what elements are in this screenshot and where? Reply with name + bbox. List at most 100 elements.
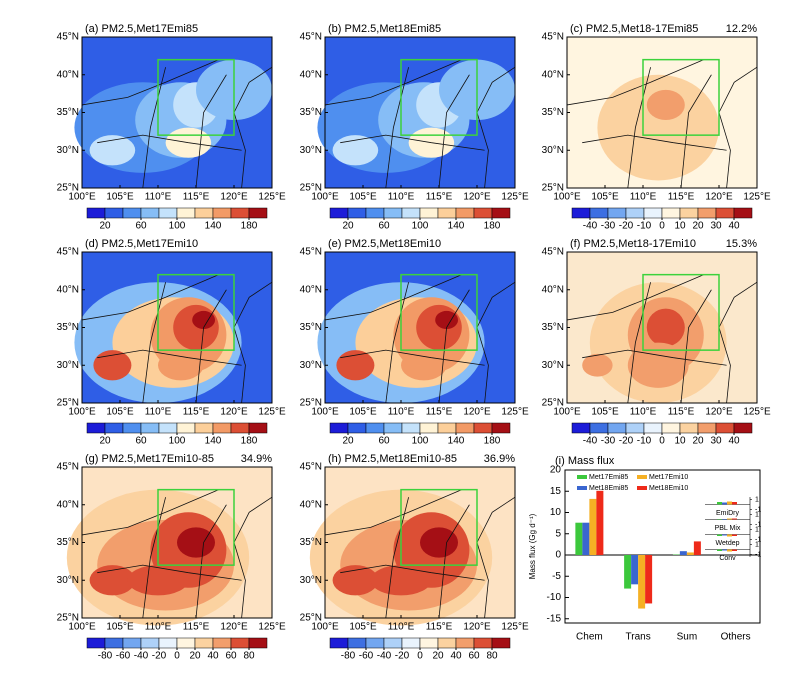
inset-bar (717, 519, 722, 520)
colorbar-cell (348, 423, 366, 433)
y-axis-label: Mass flux (Gg d⁻¹) (528, 513, 537, 579)
colorbar-cell (231, 208, 249, 218)
inset-bar (717, 502, 722, 505)
legend-label: Met18Emi10 (649, 485, 688, 492)
x-tick-label: 105°E (349, 407, 377, 418)
y-tick-label: -5 (552, 571, 561, 582)
x-tick-label: 115°E (183, 192, 210, 203)
colorbar-cell (87, 638, 105, 648)
colorbar-label: 140 (205, 436, 222, 447)
legend-label: Met17Emi85 (589, 474, 628, 481)
x-tick-label: 105°E (106, 192, 134, 203)
inset-bar (717, 550, 722, 552)
y-tick-label: 45°N (57, 462, 79, 473)
colorbar-label: 0 (659, 436, 665, 447)
inset-label: EmiDry (716, 510, 739, 517)
colorbar-cell (249, 423, 267, 433)
colorbar-cell (330, 423, 348, 433)
colorbar-label: 180 (484, 436, 501, 447)
x-tick-label: 120°E (463, 622, 491, 633)
concentration-area (158, 350, 204, 380)
y-tick-label: 35°N (542, 107, 564, 118)
colorbar-label: 20 (342, 221, 354, 232)
colorbar-cell (141, 208, 159, 218)
colorbar-cell (608, 423, 626, 433)
colorbar-cell (662, 208, 680, 218)
colorbar-cell (456, 208, 474, 218)
y-tick-label: 40°N (57, 69, 79, 80)
colorbar-cell (438, 638, 456, 648)
colorbar-cell (734, 208, 752, 218)
colorbar-label: 20 (692, 436, 704, 447)
colorbar-cell (195, 423, 213, 433)
inset-bar (727, 535, 732, 537)
colorbar-label: 80 (486, 651, 498, 662)
y-tick-label: 0 (555, 550, 561, 561)
y-tick-label: 40°N (57, 284, 79, 295)
concentration-area (371, 565, 432, 595)
bar (638, 555, 645, 609)
map-title: (a) PM2.5,Met17Emi85 (85, 23, 198, 35)
colorbar-label: 30 (710, 221, 722, 232)
colorbar-cell (195, 208, 213, 218)
colorbar-cell (420, 638, 438, 648)
y-tick-label: 40°N (542, 284, 564, 295)
colorbar-label: 40 (450, 651, 462, 662)
inset-label: Wetdep (716, 540, 740, 547)
inset-bar (722, 519, 727, 520)
inset-bar (722, 550, 727, 551)
colorbar-label: -40 (377, 651, 392, 662)
colorbar-label: 40 (728, 436, 740, 447)
y-tick-label: 35°N (57, 107, 79, 118)
y-tick-label: 35°N (57, 537, 79, 548)
y-tick-label: 30°N (57, 360, 79, 371)
colorbar-cell (231, 423, 249, 433)
colorbar-label: 60 (135, 221, 147, 232)
x-tick-label: 125°E (258, 192, 286, 203)
legend-swatch (637, 475, 647, 479)
colorbar-cell (644, 208, 662, 218)
bar (631, 555, 638, 584)
x-tick-label: 120°E (705, 407, 733, 418)
x-tick-label: 105°E (591, 407, 619, 418)
inset-tick-label: 1 (755, 541, 759, 548)
y-tick-label: 40°N (300, 284, 322, 295)
y-tick-label: 25°N (542, 183, 564, 194)
colorbar-cell (716, 208, 734, 218)
y-tick-label: -10 (547, 592, 562, 603)
colorbar-cell (177, 208, 195, 218)
colorbar-cell (698, 423, 716, 433)
colorbar-label: -20 (395, 651, 410, 662)
colorbar-cell (474, 423, 492, 433)
colorbar-label: 60 (378, 436, 390, 447)
x-tick-label: 120°E (220, 192, 248, 203)
colorbar-label: 20 (342, 436, 354, 447)
concentration-area (333, 135, 379, 165)
inset-bar (722, 535, 727, 536)
x-tick-label: 115°E (426, 192, 453, 203)
colorbar-label: -60 (359, 651, 374, 662)
y-tick-label: 25°N (300, 613, 322, 624)
colorbar-cell (87, 423, 105, 433)
colorbar-cell (438, 423, 456, 433)
colorbar-cell (141, 638, 159, 648)
concentration-area (90, 135, 136, 165)
map-title: (c) PM2.5,Met18-17Emi85 (570, 23, 698, 35)
colorbar-label: 20 (99, 436, 111, 447)
colorbar-cell (590, 423, 608, 433)
legend-label: Met18Emi85 (589, 485, 628, 492)
colorbar-label: 0 (659, 221, 665, 232)
colorbar-cell (141, 423, 159, 433)
colorbar-cell (105, 638, 123, 648)
y-tick-label: 35°N (300, 322, 322, 333)
y-tick-label: 40°N (300, 499, 322, 510)
x-tick-label: 110°E (145, 407, 172, 418)
x-tick-label: 120°E (705, 192, 733, 203)
colorbar-cell (644, 423, 662, 433)
colorbar-cell (626, 423, 644, 433)
colorbar-label: 10 (674, 221, 686, 232)
colorbar-label: 0 (417, 651, 423, 662)
colorbar-cell (177, 423, 195, 433)
colorbar-cell (159, 638, 177, 648)
colorbar-cell (213, 423, 231, 433)
